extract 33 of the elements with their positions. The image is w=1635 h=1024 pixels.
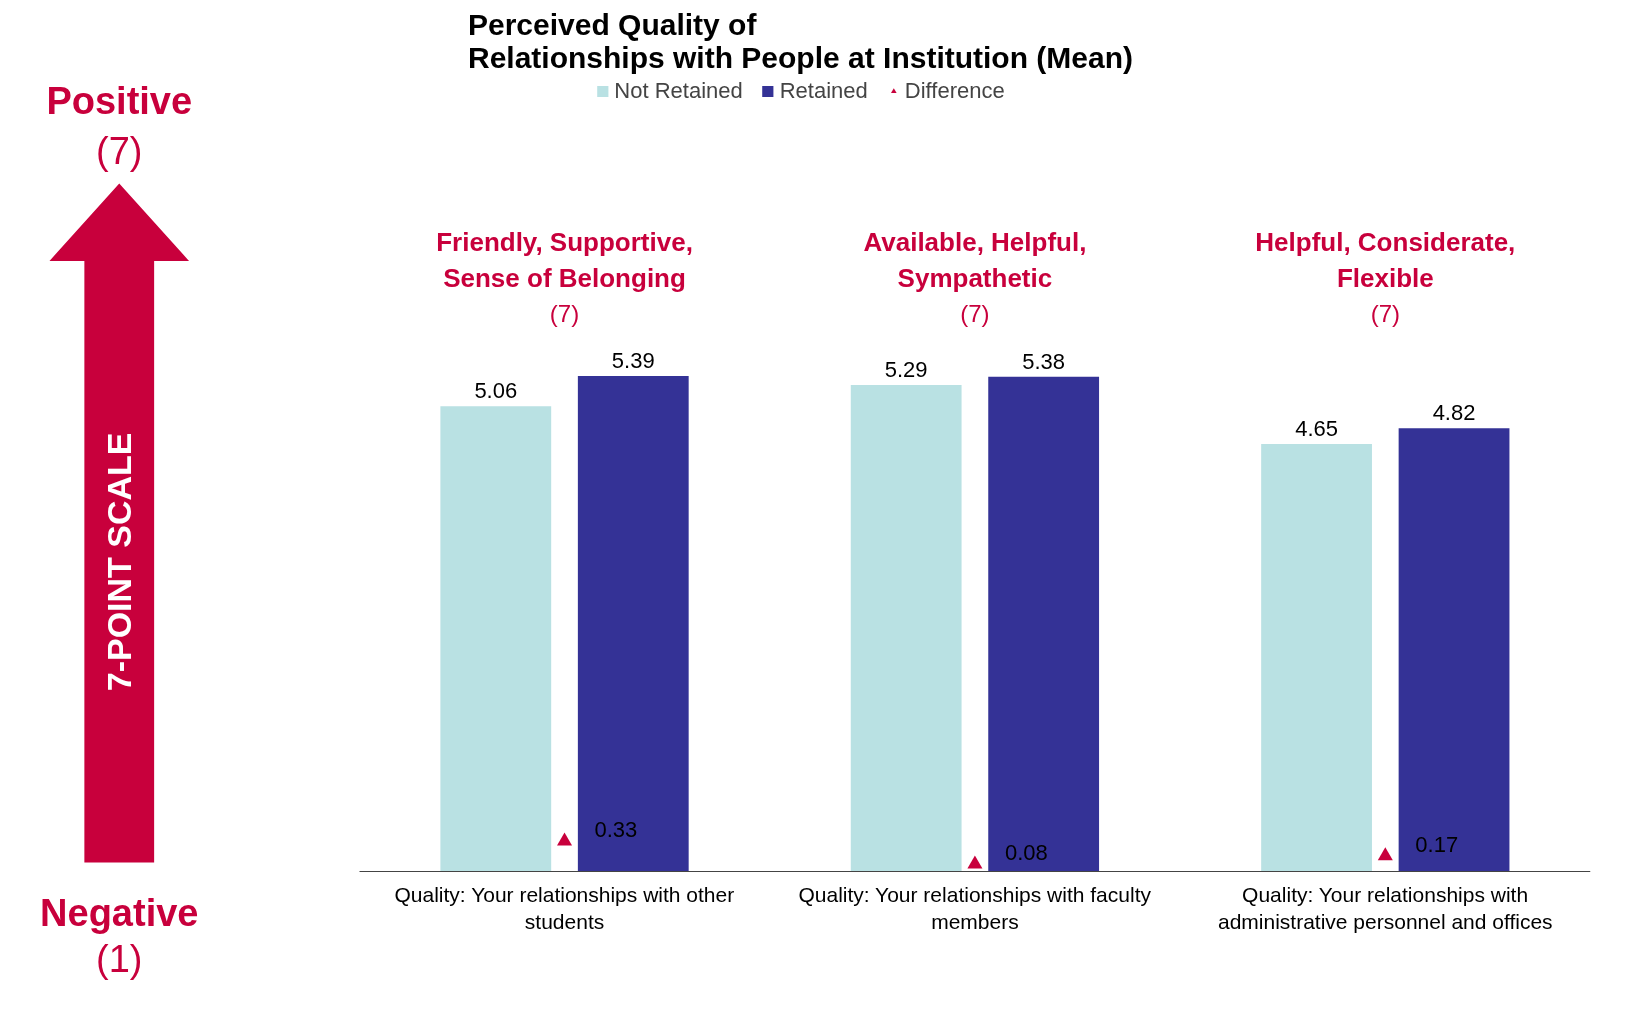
legend-label: Not Retained xyxy=(614,78,743,104)
text: Helpful, Considerate, Flexible xyxy=(1255,226,1516,293)
data-label: 4.65 xyxy=(1295,415,1338,441)
bar xyxy=(1398,428,1510,872)
chart-title: Perceived Quality of Relationships with People at Institution (Mean) xyxy=(467,7,1134,74)
data-label: 5.29 xyxy=(884,357,928,383)
data-label: 5.06 xyxy=(474,378,518,404)
text: Available, Helpful, Sympathetic xyxy=(863,226,1087,293)
text: (7) xyxy=(1370,299,1400,327)
x-tick-label: Quality: Your relationships with administrative personnel and offices xyxy=(1217,882,1553,934)
text: (1) xyxy=(96,937,143,980)
data-label: 5.39 xyxy=(611,347,655,373)
text: Positive xyxy=(46,80,193,123)
text: (7) xyxy=(960,299,990,327)
data-label: 0.33 xyxy=(594,817,638,843)
x-tick-label: Quality: Your relationships with other students xyxy=(394,882,735,934)
bar xyxy=(577,375,689,872)
text: Negative xyxy=(40,891,199,934)
legend-label: Retained xyxy=(779,78,868,104)
data-label: 5.38 xyxy=(1022,348,1066,374)
text: Friendly, Supportive, Sense of Belonging xyxy=(436,226,693,293)
bar xyxy=(440,406,552,872)
legend-label: Difference xyxy=(904,78,1005,104)
data-label: 4.82 xyxy=(1432,400,1476,426)
bar xyxy=(1261,443,1372,872)
x-tick-label: Quality: Your relationships with faculty members xyxy=(798,882,1152,934)
text: (7) xyxy=(549,299,580,327)
bar xyxy=(850,385,962,872)
text: (7) xyxy=(96,130,143,173)
text: 7-POINT SCALE xyxy=(100,432,139,692)
bar xyxy=(988,376,1100,872)
data-label: 0.08 xyxy=(1004,840,1048,866)
data-label: 0.17 xyxy=(1415,831,1459,857)
